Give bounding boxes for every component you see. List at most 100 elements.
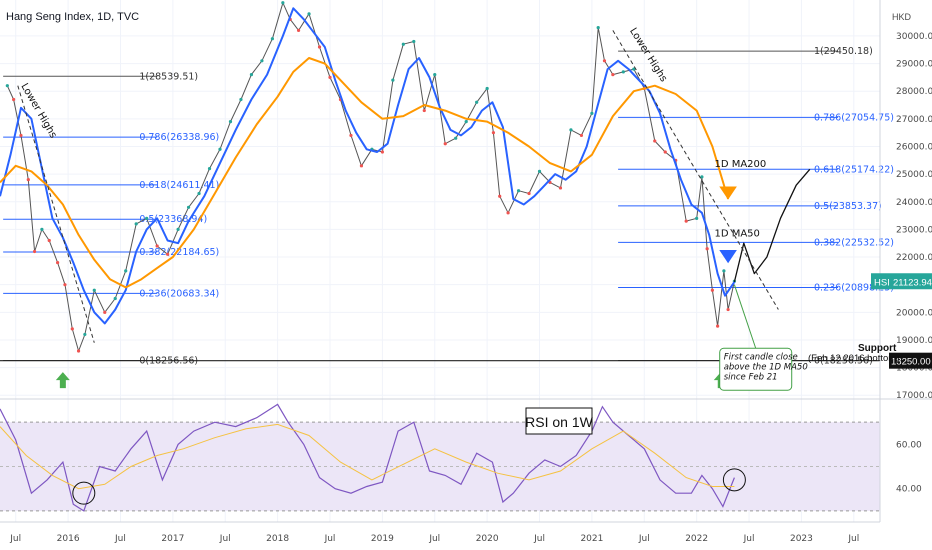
x-tick-label: Jul	[428, 534, 440, 544]
price-point	[475, 100, 479, 104]
fib-label-right: 0.786(27054.75)	[814, 112, 894, 123]
x-tick-label: 2019	[371, 534, 394, 544]
y-tick-label: 23000.00	[896, 225, 932, 235]
rsi-pane	[0, 403, 880, 512]
price-point	[590, 111, 594, 115]
price-point	[124, 269, 128, 273]
price-point	[621, 70, 625, 74]
price-point	[56, 260, 60, 265]
price-point	[176, 227, 180, 232]
y-tick-label: 20000.00	[896, 308, 932, 318]
fib-levels: 1(28539.51) 0.786(26338.96) 0.618(24611.41…	[0, 46, 894, 367]
fib-label-left: 0.786(26338.96)	[139, 132, 219, 143]
price-point	[506, 211, 510, 215]
lower-highs-trendline-2	[612, 30, 779, 310]
price-point	[705, 247, 709, 251]
price-point	[726, 307, 730, 312]
x-tick-label: Jul	[743, 534, 755, 544]
x-tick-label: 2017	[161, 534, 184, 544]
price-point	[722, 269, 726, 273]
price-point	[70, 327, 74, 331]
price-point	[443, 142, 447, 146]
fib-label-left: 0.382(22184.65)	[139, 247, 219, 258]
price-point	[281, 1, 285, 5]
price-point	[103, 310, 107, 314]
price-point	[40, 227, 44, 232]
price-point	[527, 191, 531, 196]
price-point	[700, 175, 704, 179]
price-point	[433, 73, 437, 77]
fib-label-right: 1(29450.18)	[814, 46, 873, 57]
x-tick-label: 2022	[685, 534, 708, 544]
series-line-hsi	[6, 2, 735, 352]
x-tick-label: Jul	[847, 534, 859, 544]
note-pointer	[733, 284, 757, 349]
price-point	[228, 120, 233, 124]
x-tick-label: 2021	[580, 534, 603, 544]
price-point	[249, 73, 254, 77]
fib-label-right: 0.236(20898.25)	[814, 282, 894, 293]
price-point	[454, 136, 458, 140]
ma50-arrow-icon	[719, 250, 737, 264]
x-tick-label: Jul	[219, 534, 231, 544]
price-point	[602, 59, 607, 63]
price-point	[166, 252, 170, 256]
x-tick-label: 2016	[57, 534, 80, 544]
price-point	[155, 244, 159, 248]
y-tick-label: 24000.00	[896, 198, 932, 208]
price-point	[349, 133, 353, 138]
series-line-1d-ma200	[0, 57, 730, 289]
price-point	[63, 283, 67, 287]
price-point	[307, 12, 311, 16]
price-point	[47, 238, 51, 243]
ma50-label: 1D MA50	[714, 228, 759, 239]
price-point	[328, 75, 332, 79]
price-point	[270, 37, 274, 41]
currency-label: HKD	[892, 12, 912, 22]
price-point	[145, 216, 149, 220]
price-point	[684, 219, 688, 223]
price-point	[412, 39, 416, 44]
price-point	[113, 296, 117, 301]
note-line: since Feb 21	[724, 372, 778, 382]
last-price-badge	[871, 273, 932, 290]
last-price-text: 21123.94	[893, 277, 932, 288]
price-point	[569, 128, 573, 132]
price-point	[218, 147, 222, 151]
support-badge	[889, 352, 932, 369]
y-tick-label: 19000.00	[896, 336, 932, 346]
price-point	[317, 45, 322, 49]
price-point	[359, 164, 364, 168]
price-point	[380, 150, 384, 154]
price-point	[401, 42, 405, 46]
price-point	[663, 150, 667, 154]
price-point	[516, 189, 521, 193]
price-point	[239, 97, 243, 102]
fib-label-right: 0.5(23853.37)	[814, 201, 882, 212]
rsi-title: RSI on 1W	[525, 414, 593, 430]
x-tick-label: Jul	[324, 534, 336, 544]
rsi-highlight-circle	[722, 468, 746, 492]
ma200-arrow-icon	[719, 186, 737, 200]
symbol-badge-text: HSI	[874, 277, 890, 288]
rsi-series-rsi-ma	[0, 423, 735, 490]
y-tick-label: 28000.00	[896, 87, 932, 97]
price-point	[197, 191, 201, 196]
price-point	[32, 249, 37, 254]
price-point	[83, 332, 87, 337]
price-point	[5, 84, 9, 88]
fib-label-left: 0.618(24611.41)	[139, 180, 219, 191]
y-tick-label: 30000.00	[896, 32, 932, 42]
y-tick-label: 22000.00	[896, 253, 932, 263]
price-point	[485, 86, 489, 91]
fib-label-left: 0.236(20683.34)	[139, 288, 219, 299]
series-lines	[0, 1, 811, 353]
price-point	[19, 133, 23, 138]
price-point	[92, 288, 96, 292]
price-point	[391, 78, 395, 82]
price-point	[207, 166, 212, 171]
fib-label-right: 0.618(25174.22)	[814, 164, 894, 175]
x-tick-label: 2023	[790, 534, 813, 544]
